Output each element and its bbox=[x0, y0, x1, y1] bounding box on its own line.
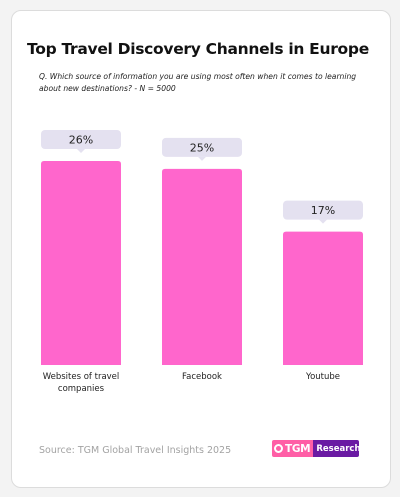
value-label-box-3 bbox=[283, 200, 363, 220]
logo-research: Research bbox=[313, 440, 359, 457]
value-label-pointer-2 bbox=[198, 156, 206, 161]
value-label-pointer-3 bbox=[319, 219, 327, 224]
logo-tgm: TGM bbox=[272, 440, 314, 457]
value-label-box-1 bbox=[41, 130, 121, 149]
bar-2 bbox=[162, 168, 242, 365]
tgm-research-logo: TGM Research bbox=[272, 440, 359, 457]
logo-circle-icon bbox=[274, 444, 283, 453]
value-label-1: 26% bbox=[69, 134, 93, 147]
value-label-2: 25% bbox=[190, 141, 214, 154]
value-label-3: 17% bbox=[311, 204, 335, 217]
chart-subtitle: Q. Which source of information you are u… bbox=[39, 72, 357, 93]
value-label-box-2 bbox=[162, 137, 242, 157]
value-label-pointer-1 bbox=[77, 149, 85, 153]
category-label-2: Facebook bbox=[182, 372, 222, 382]
chart-title: Top Travel Discovery Channels in Europe bbox=[27, 40, 369, 58]
category-label-1-line-1: Websites of travel bbox=[43, 372, 120, 382]
category-label-1-line-2: companies bbox=[58, 384, 105, 394]
bar-3 bbox=[283, 231, 363, 365]
bar-1 bbox=[41, 161, 121, 365]
logo-tgm-text: TGM bbox=[285, 442, 311, 455]
category-label-3: Youtube bbox=[305, 372, 340, 382]
source-note: Source: TGM Global Travel Insights 2025 bbox=[39, 445, 232, 456]
